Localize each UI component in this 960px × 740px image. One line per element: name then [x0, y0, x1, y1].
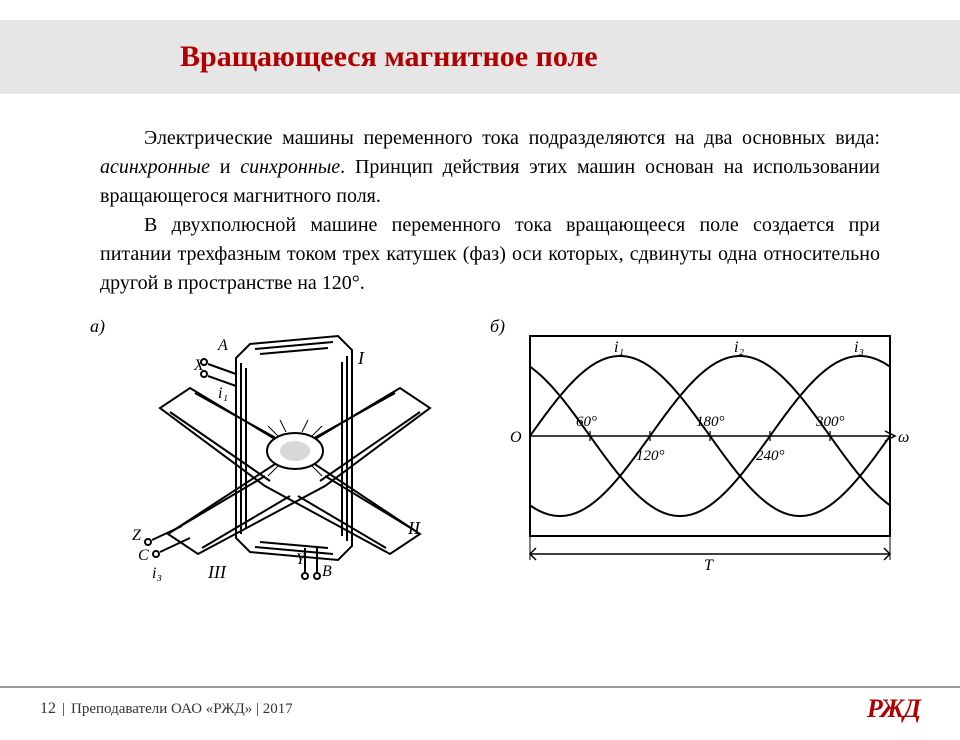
p1-b: асинхронные — [100, 156, 210, 178]
page-title: Вращающееся магнитное поле — [40, 40, 920, 74]
footer-sep: | — [62, 701, 65, 718]
paragraph-1: Электрические машины переменного тока по… — [100, 124, 880, 211]
lbl-X: X — [193, 357, 205, 374]
lbl-A: A — [217, 337, 228, 354]
title-bar: Вращающееся магнитное поле — [0, 20, 960, 94]
footer: 12 | Преподаватели ОАО «РЖД» | 2017 РЖД — [0, 686, 960, 724]
coils-diagram: A X i₁ I II III Y B Z C i₃ — [90, 316, 460, 586]
lbl-i3: i₃ — [152, 565, 162, 582]
body-text: Электрические машины переменного тока по… — [0, 94, 960, 308]
wave-lbl-i2: i₂ — [734, 339, 744, 356]
lbl-i1: i₁ — [218, 385, 228, 402]
figure-b: б) O ωt T i₁ i₂ i₃ 6 — [490, 316, 910, 591]
figure-a-label: а) — [90, 316, 105, 337]
footer-left: 12 | Преподаватели ОАО «РЖД» | 2017 — [40, 700, 293, 718]
figure-row: а) — [0, 308, 960, 591]
period-T: T — [704, 557, 714, 574]
paragraph-2: В двухполюсной машине переменного тока в… — [100, 211, 880, 298]
wave-lbl-i1: i₁ — [614, 339, 624, 356]
p1-a: Электрические машины переменного тока по… — [144, 127, 880, 149]
figure-a: а) — [90, 316, 460, 591]
lbl-Z: Z — [132, 527, 142, 544]
figure-b-label: б) — [490, 316, 505, 337]
lbl-B: B — [322, 563, 332, 580]
axis-wt: ωt — [898, 429, 910, 446]
lbl-I: I — [357, 348, 365, 368]
svg-text:120°: 120° — [636, 448, 665, 464]
p1-c: и — [210, 156, 240, 178]
p1-d: синхронные — [240, 156, 340, 178]
three-phase-chart: O ωt T i₁ i₂ i₃ 60° 120° 180° 240° 300° — [490, 316, 910, 576]
lbl-C: C — [138, 547, 149, 564]
svg-text:300°: 300° — [815, 414, 845, 430]
svg-text:240°: 240° — [756, 448, 785, 464]
svg-text:60°: 60° — [576, 414, 597, 430]
footer-credits: Преподаватели ОАО «РЖД» | 2017 — [71, 701, 293, 718]
page-number: 12 — [40, 700, 56, 718]
svg-text:180°: 180° — [696, 414, 725, 430]
axis-O: O — [510, 429, 522, 446]
lbl-III: III — [207, 562, 227, 582]
wave-lbl-i3: i₃ — [854, 339, 864, 356]
lbl-II: II — [407, 518, 421, 538]
